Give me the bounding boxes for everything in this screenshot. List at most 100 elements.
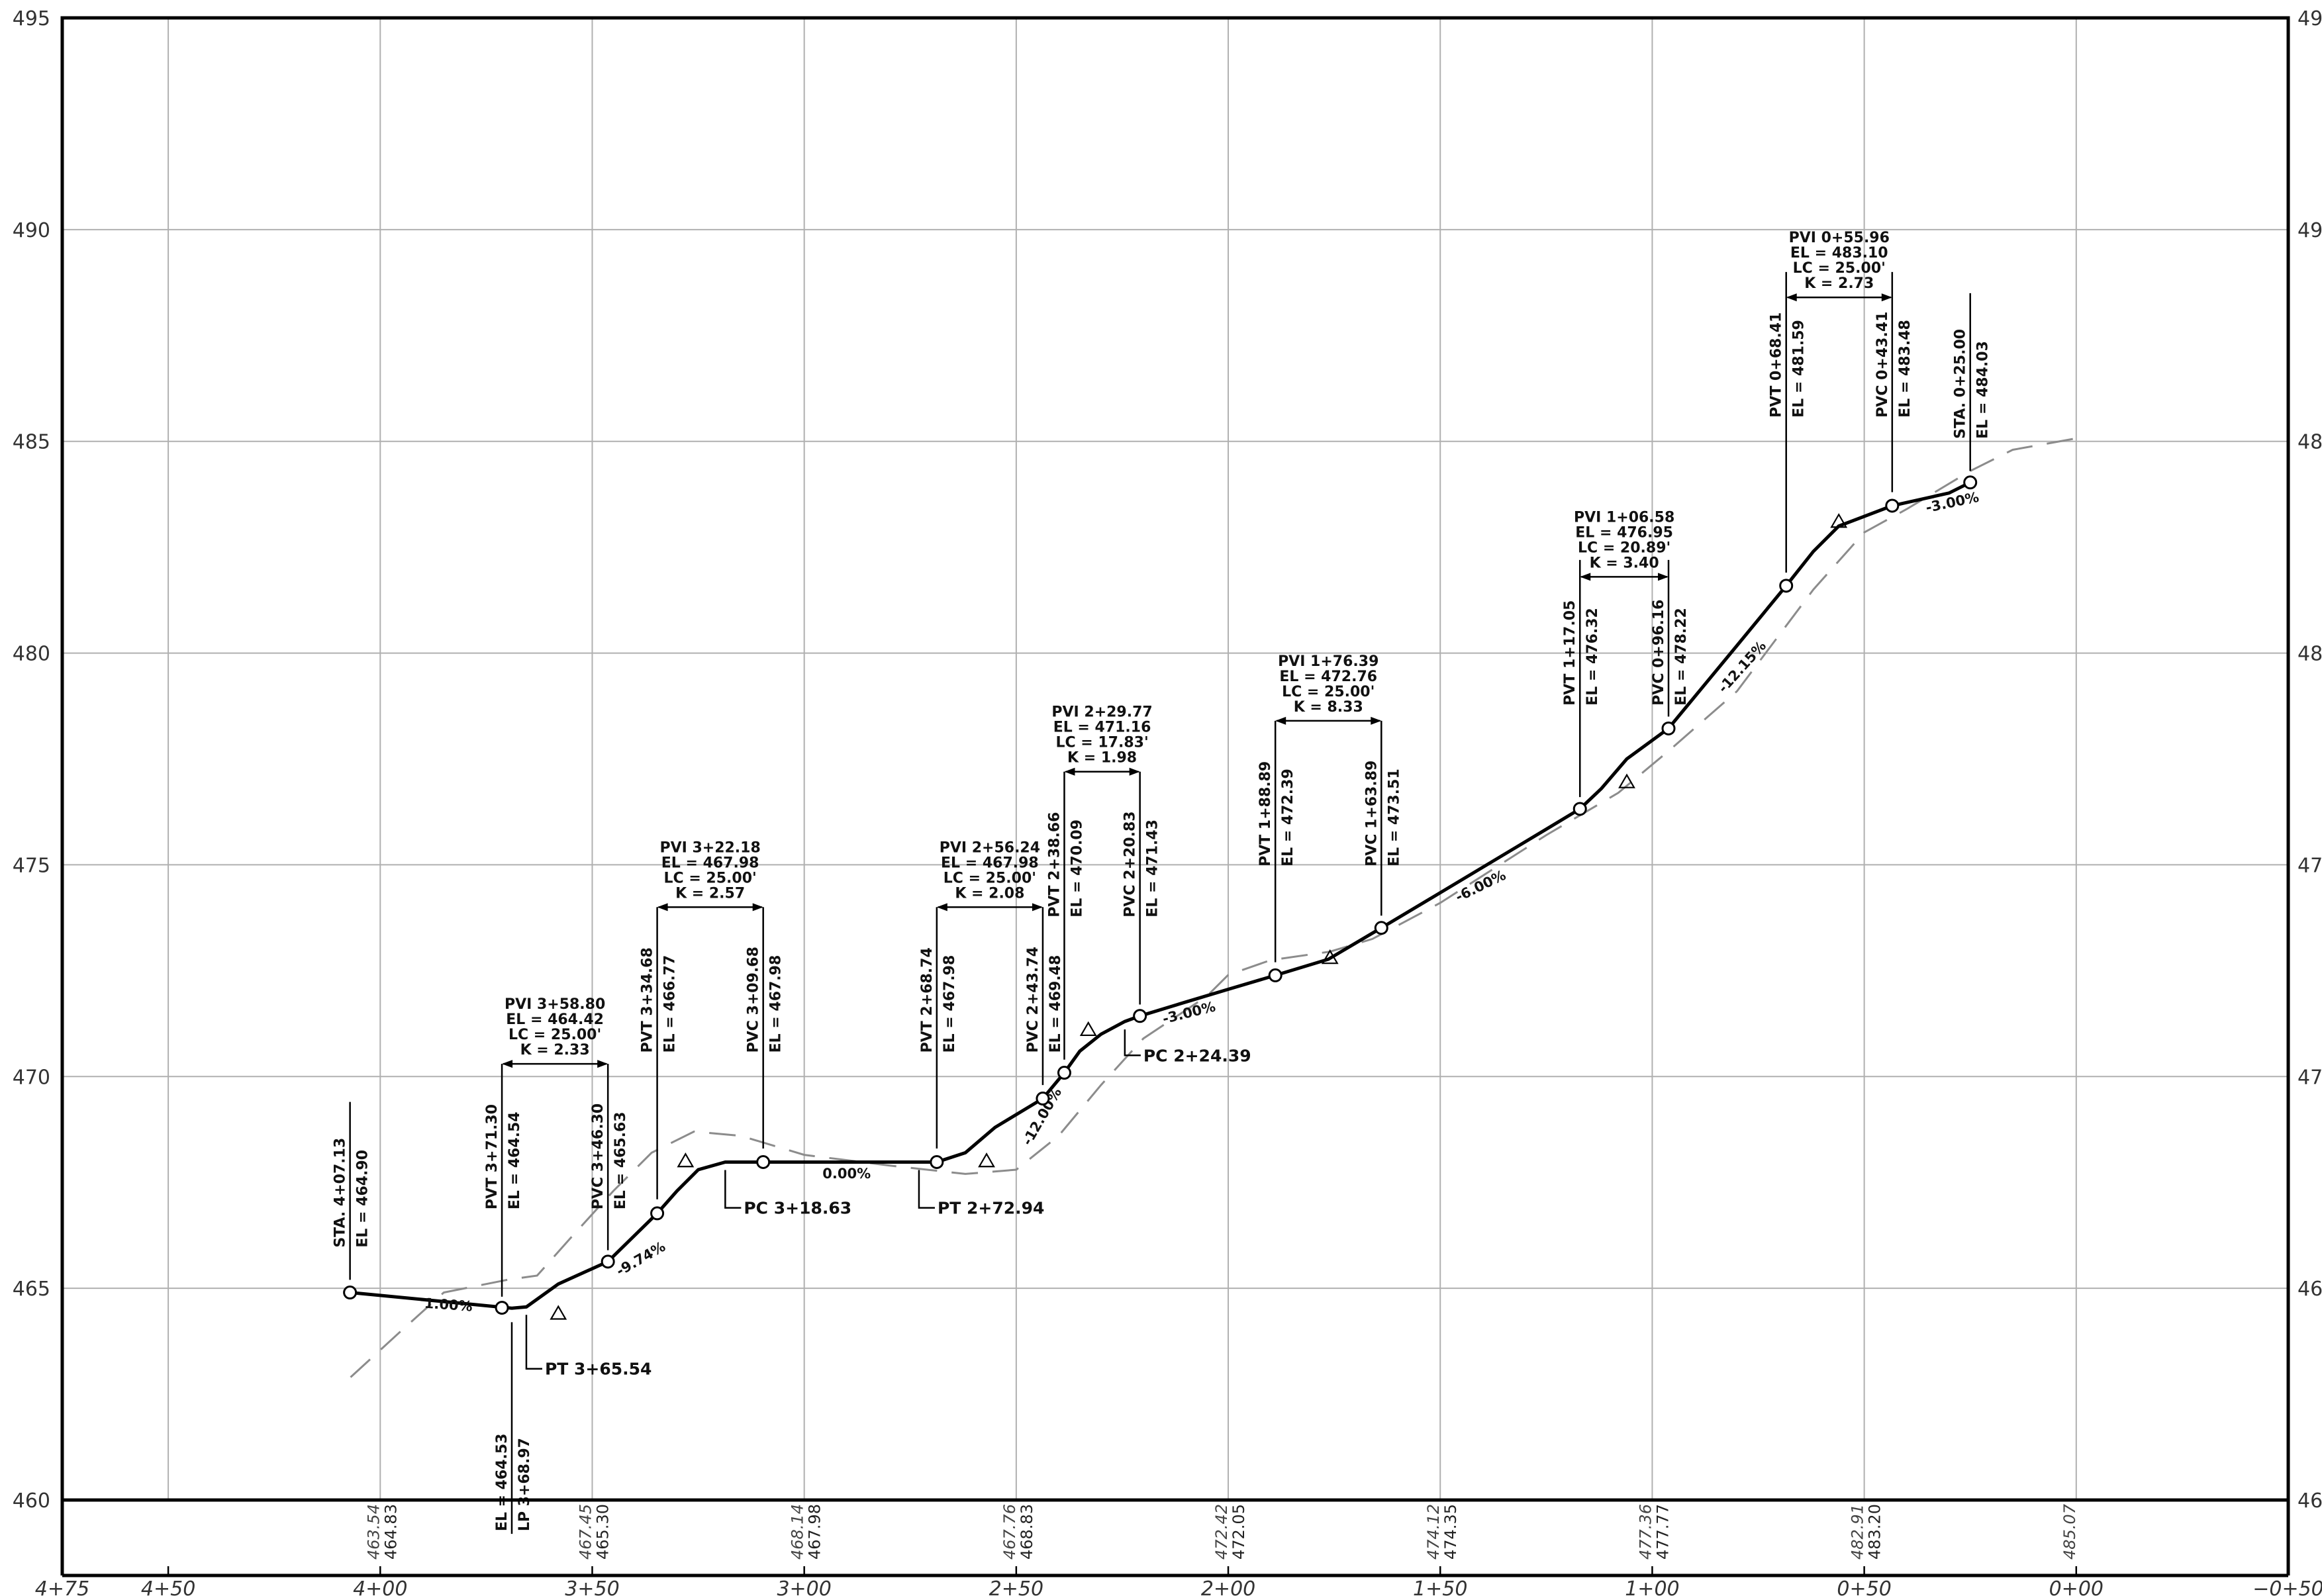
profile-elevation-label: 465.30	[593, 1504, 612, 1560]
callout-leader	[918, 1170, 935, 1209]
ground-elevation-label: 477.36	[1636, 1504, 1655, 1560]
ground-elevation-label: 467.45	[576, 1504, 595, 1560]
station-label: PVT 3+34.68	[640, 947, 656, 1053]
pvi-label: PVI 0+55.96	[1789, 230, 1890, 246]
y-tick-label-left: 485	[13, 431, 50, 454]
pvi-label: K = 2.33	[520, 1042, 590, 1058]
vertical-point-circle	[1133, 1009, 1147, 1023]
y-tick-label-right: 470	[2298, 1066, 2322, 1089]
existing-ground-line	[350, 437, 2077, 1378]
pvi-label: EL = 471.16	[1053, 720, 1151, 736]
callout-label: PC 3+18.63	[744, 1199, 851, 1218]
profile-elevation-label: 468.83	[1018, 1504, 1036, 1560]
pvi-label: PVI 2+29.77	[1051, 704, 1152, 721]
vertical-point-circle	[756, 1155, 771, 1170]
vertical-point-circle	[930, 1155, 944, 1170]
dim-arrow-left	[1064, 767, 1075, 776]
callout-leader	[1124, 1029, 1141, 1056]
x-tick-label: 4+75	[35, 1577, 89, 1596]
x-tick-label: −0+50	[2252, 1577, 2322, 1596]
station-label: PVT 1+88.89	[1257, 761, 1274, 867]
y-tick-label-left: 480	[13, 643, 50, 666]
proposed-grade-profile	[350, 481, 1971, 1310]
station-label: EL = 465.63	[612, 1111, 629, 1209]
pvi-label: LC = 25.00'	[943, 870, 1036, 886]
dim-arrow-right	[597, 1060, 608, 1068]
station-label: PVT 3+71.30	[484, 1104, 501, 1209]
pvi-label: K = 8.33	[1294, 699, 1363, 716]
plot-frame	[60, 16, 2290, 1577]
pvi-label: K = 2.73	[1804, 275, 1874, 292]
pvi-label: K = 2.57	[675, 885, 745, 902]
existing-ground-profile	[350, 437, 2077, 1378]
ground-point-triangle	[1830, 513, 1848, 528]
y-tick-label-left: 475	[13, 854, 50, 877]
y-tick-label-right: 495	[2298, 7, 2322, 30]
pvi-label: LC = 25.00'	[508, 1027, 601, 1043]
x-tick-label: 4+50	[141, 1577, 195, 1596]
pvi-label: EL = 483.10	[1790, 245, 1888, 261]
dim-arrow-right	[1371, 716, 1382, 725]
dim-arrow-left	[1275, 716, 1286, 725]
station-label: PVC 2+20.83	[1122, 811, 1139, 917]
pvi-label: LC = 25.00'	[1793, 260, 1886, 277]
grade-label: -12.15%	[1715, 638, 1769, 696]
station-label: PVC 0+96.16	[1651, 600, 1667, 706]
station-label: EL = 469.48	[1047, 955, 1064, 1053]
dim-arrow-left	[1786, 293, 1797, 302]
ground-elevation-label: 485.07	[2060, 1503, 2079, 1560]
station-label: EL = 476.32	[1584, 608, 1601, 706]
vertical-point-circle	[343, 1286, 358, 1300]
profile-elevation-label: 474.35	[1441, 1504, 1460, 1560]
profile-elevation-label: 464.83	[381, 1504, 400, 1560]
grid-lines	[62, 18, 2288, 1500]
station-label: EL = 464.90	[355, 1150, 371, 1248]
y-tick-label-left: 465	[13, 1278, 50, 1301]
vertical-point-circle	[1885, 498, 1900, 513]
vertical-point-circle	[1572, 802, 1587, 816]
ground-point-triangle	[978, 1152, 995, 1168]
ground-elevation-label: 468.14	[789, 1504, 807, 1560]
station-label: EL = 483.48	[1897, 320, 1913, 418]
y-tick-label-left: 495	[13, 7, 50, 30]
pvi-label: PVI 3+22.18	[659, 839, 760, 856]
station-label: EL = 470.09	[1069, 820, 1085, 917]
pvi-label: LC = 20.89'	[1578, 540, 1670, 556]
ground-point-triangle	[1618, 773, 1635, 788]
pvi-label: LC = 17.83'	[1055, 735, 1148, 751]
station-label: EL = 464.54	[507, 1111, 523, 1209]
pvi-label: PVI 3+58.80	[505, 996, 605, 1013]
pvi-label: K = 2.08	[955, 885, 1024, 902]
profile-elevation-label: 477.77	[1653, 1504, 1672, 1560]
station-label: PVC 0+43.41	[1874, 312, 1891, 418]
station-label: EL = 484.03	[1975, 341, 1992, 439]
profile-elevation-label: 483.20	[1866, 1504, 1884, 1560]
x-tick-label: 0+00	[2049, 1577, 2104, 1596]
dim-arrow-left	[1580, 573, 1591, 581]
station-label: EL = 478.22	[1673, 608, 1690, 706]
vertical-point-circle	[650, 1206, 665, 1221]
callout-label: PT 2+72.94	[938, 1199, 1045, 1218]
vertical-point-circle	[1779, 579, 1794, 593]
y-tick-label-right: 475	[2298, 854, 2322, 877]
dim-arrow-left	[936, 903, 947, 912]
annotations: STA. 4+07.13 EL = 464.90 PVT 3+71.30 EL = 4…	[332, 230, 1992, 1534]
y-tick-label-left: 490	[13, 219, 50, 242]
grade-label: -6.00%	[1453, 867, 1508, 905]
station-label: EL = 466.77	[662, 955, 679, 1053]
y-tick-label-left: 470	[13, 1066, 50, 1089]
pvi-label: EL = 476.95	[1575, 524, 1673, 541]
vertical-point-circle	[1661, 721, 1676, 735]
y-tick-label-right: 460	[2298, 1489, 2322, 1513]
vertical-point-circle	[1374, 921, 1388, 935]
axis-labels: 460 460 465 465 470 470 475 475 480 480 485 485 490 4…	[13, 7, 2322, 1596]
ground-point-triangle	[1321, 949, 1339, 964]
y-tick-label-right: 465	[2298, 1278, 2322, 1301]
profile-elevation-label: 467.98	[806, 1504, 824, 1560]
dim-arrow-right	[1032, 903, 1043, 912]
station-label: PVC 1+63.89	[1363, 761, 1380, 867]
station-label: EL = 472.39	[1280, 769, 1296, 867]
pvi-label: PVI 2+56.24	[940, 839, 1040, 856]
x-tick-label: 2+50	[989, 1577, 1043, 1596]
